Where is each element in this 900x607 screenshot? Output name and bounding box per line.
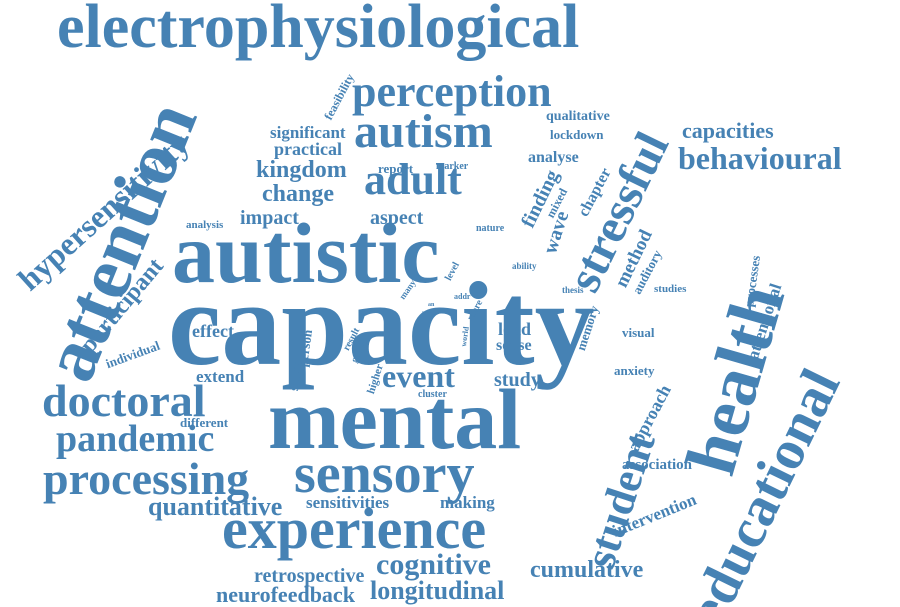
word-thesis: thesis (562, 285, 584, 295)
word-cumulative: cumulative (530, 557, 644, 583)
word-making: making (440, 493, 495, 512)
word-cognitive: cognitive (376, 548, 491, 581)
word-significant: significant (270, 123, 346, 142)
word-autistic: autistic (172, 205, 440, 301)
word-nature: nature (476, 223, 505, 234)
word-sensitivities: sensitivities (306, 493, 390, 512)
word-doctoral: doctoral (42, 375, 206, 426)
word-study: study (494, 369, 541, 391)
word-perception: perception (352, 67, 552, 116)
word-behavioural: behavioural (678, 140, 842, 176)
word-adult: adult (364, 155, 462, 204)
word-neurofeedback: neurofeedback (216, 582, 355, 607)
word-student: student (575, 426, 665, 575)
word-capacity: capacity (168, 257, 595, 390)
word-sense: sense (496, 337, 532, 354)
word-practical: practical (274, 139, 342, 159)
word-marker: marker (436, 161, 469, 172)
word-studies: studies (654, 283, 687, 295)
word-an: an (428, 302, 435, 308)
word-pandemic: pandemic (56, 418, 215, 460)
word-ability: ability (512, 261, 537, 271)
word-processing: processing (43, 453, 250, 504)
word-impact: impact (240, 207, 299, 229)
word-association: association (622, 457, 693, 473)
word-analysis: analysis (186, 219, 224, 231)
word-capacities: capacities (682, 118, 774, 143)
word-extend: extend (196, 367, 245, 386)
word-kingdom: kingdom (256, 157, 347, 183)
word-analyse: analyse (528, 149, 579, 166)
word-retrospective: retrospective (254, 565, 365, 587)
word-qualitative: qualitative (546, 109, 610, 124)
word-quantitative: quantitative (148, 492, 283, 521)
word-visual: visual (622, 325, 655, 340)
word-report: report (378, 161, 414, 176)
word-feasibility: feasibility (321, 71, 357, 123)
word-sensory: sensory (294, 443, 475, 505)
word-proc: proc (422, 309, 436, 317)
word-anxiety: anxiety (614, 363, 655, 378)
word-change: change (262, 181, 334, 207)
word-effect: effect (192, 321, 234, 341)
word-load: load (498, 319, 532, 339)
word-aspect: aspect (370, 207, 424, 229)
word-experience: experience (222, 496, 487, 561)
word-cluster: cluster (418, 389, 447, 400)
word-mental: mental (268, 371, 522, 467)
word-event: event (382, 358, 455, 394)
word-different: different (180, 415, 229, 430)
word-electrophysiological: electrophysiological (57, 0, 580, 61)
word-lockdown: lockdown (550, 127, 604, 142)
word-longitudinal: longitudinal (370, 576, 505, 605)
word-autism: autism (354, 105, 493, 158)
word-addr: addr (454, 292, 471, 301)
